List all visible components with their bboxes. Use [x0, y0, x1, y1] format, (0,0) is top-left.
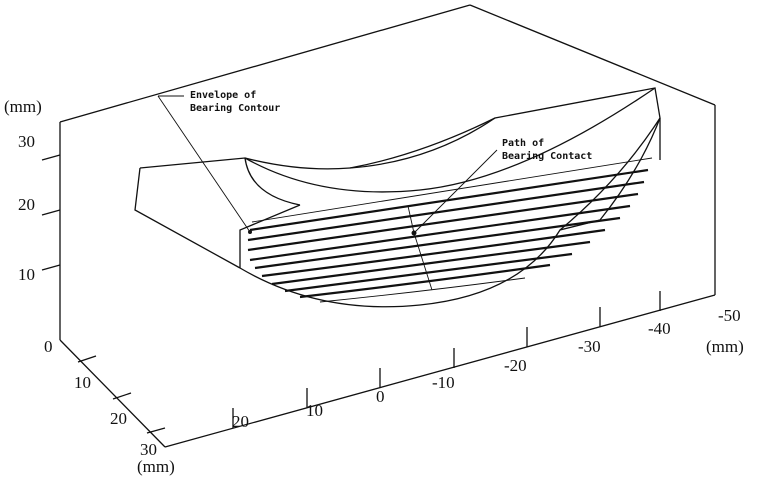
y-tick-label: 20: [110, 409, 127, 428]
x-tick-label: 0: [376, 387, 385, 406]
x-tick-label: 20: [232, 412, 249, 431]
x-tick-label: -10: [432, 373, 455, 392]
z-ticks: [42, 155, 60, 270]
x-unit: (mm): [706, 337, 744, 356]
tooth-surface: [135, 88, 660, 307]
x-tick-label: -40: [648, 319, 671, 338]
y-unit: (mm): [137, 457, 175, 476]
bounding-box: [60, 5, 715, 447]
x-tick-label: -50: [718, 306, 741, 325]
annotation-text: Path of: [502, 138, 544, 149]
z-tick-label: 20: [18, 195, 35, 214]
x-tick-label: -20: [504, 356, 527, 375]
x-tick-label: -30: [578, 337, 601, 356]
annotation-text: Envelope of: [190, 90, 256, 101]
z-tick-label: 10: [18, 265, 35, 284]
annotation-text: Bearing Contact: [502, 150, 592, 162]
z-unit: (mm): [4, 97, 42, 116]
annotation-text: Bearing Contour: [190, 102, 280, 114]
diagram: (mm) 30 20 10 0 10 20 30 (mm) 20 10 0 -1…: [0, 0, 766, 477]
z-tick-label: 30: [18, 132, 35, 151]
x-ticks: [233, 291, 660, 428]
x-tick-label: 10: [306, 401, 323, 420]
y-tick-label: 10: [74, 373, 91, 392]
y-tick-label: 0: [44, 337, 53, 356]
contact-lines: [248, 158, 652, 302]
